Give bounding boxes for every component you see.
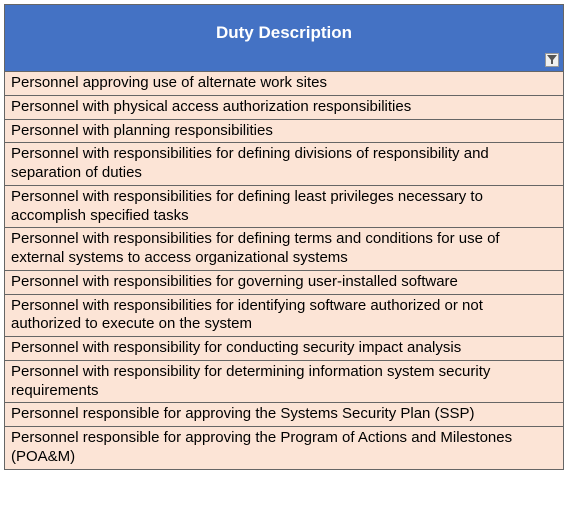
row-text: Personnel with responsibilities for iden… (11, 297, 483, 333)
table-row: Personnel with responsibilities for defi… (5, 186, 563, 229)
duty-description-table: Duty Description Personnel approving use… (4, 4, 564, 470)
table-row: Personnel with responsibilities for gove… (5, 271, 563, 295)
row-text: Personnel with responsibilities for gove… (11, 273, 458, 290)
table-row: Personnel with responsibilities for defi… (5, 143, 563, 186)
row-text: Personnel with responsibility for conduc… (11, 339, 461, 356)
row-text: Personnel with physical access authoriza… (11, 98, 411, 115)
table-row: Personnel approving use of alternate wor… (5, 72, 563, 96)
row-text: Personnel responsible for approving the … (11, 405, 475, 422)
row-text: Personnel responsible for approving the … (11, 429, 512, 465)
row-text: Personnel with responsibility for determ… (11, 363, 490, 399)
table-row: Personnel with physical access authoriza… (5, 96, 563, 120)
filter-icon[interactable] (545, 53, 559, 67)
row-text: Personnel with responsibilities for defi… (11, 145, 489, 181)
row-text: Personnel approving use of alternate wor… (11, 74, 327, 91)
table-header-cell[interactable]: Duty Description (5, 5, 563, 72)
table-row: Personnel with planning responsibilities (5, 120, 563, 144)
row-text: Personnel with planning responsibilities (11, 122, 273, 139)
table-row: Personnel with responsibility for determ… (5, 361, 563, 404)
table-row: Personnel responsible for approving the … (5, 403, 563, 427)
row-text: Personnel with responsibilities for defi… (11, 230, 500, 266)
table-header-label: Duty Description (216, 23, 352, 42)
row-text: Personnel with responsibilities for defi… (11, 188, 483, 224)
table-row: Personnel responsible for approving the … (5, 427, 563, 469)
table-row: Personnel with responsibilities for iden… (5, 295, 563, 338)
table-row: Personnel with responsibility for conduc… (5, 337, 563, 361)
table-row: Personnel with responsibilities for defi… (5, 228, 563, 271)
